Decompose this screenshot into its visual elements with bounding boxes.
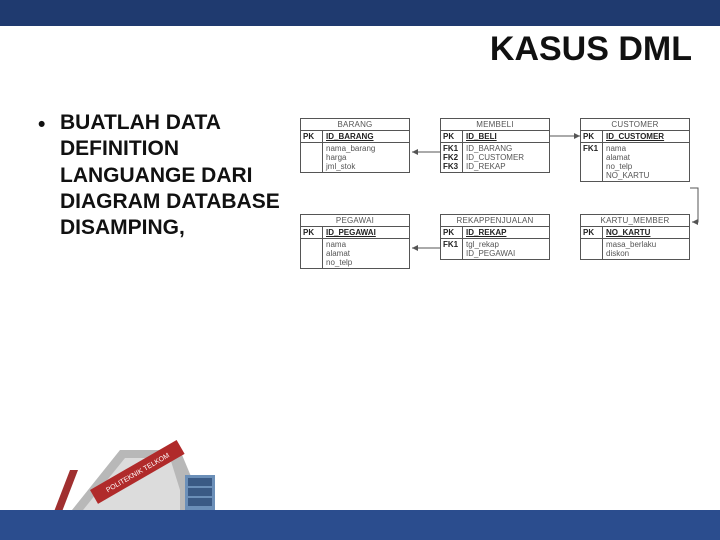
erd-pk-row: PKID_BELI: [441, 131, 549, 143]
arrowhead-icon: [692, 219, 698, 225]
erd-table-customer: CUSTOMERPKID_CUSTOMER FK1nama alamat no_…: [580, 118, 690, 182]
bullet-text: BUATLAH DATA DEFINITION LANGUANGE DARI D…: [60, 111, 280, 239]
erd-attr-row: nama alamat no_telp: [301, 239, 409, 268]
erd-pk-row: PKID_PEGAWAI: [301, 227, 409, 239]
erd-pk-field: ID_BARANG: [323, 131, 409, 142]
erd-attr-row: FK1 FK2 FK3ID_BARANG ID_CUSTOMER ID_REKA…: [441, 143, 549, 172]
erd-attr-field: masa_berlaku diskon: [603, 239, 689, 259]
erd-attr-row: FK1nama alamat no_telp NO_KARTU: [581, 143, 689, 181]
erd-key-label: FK1: [581, 143, 603, 181]
top-bar: [0, 0, 720, 26]
erd-attr-field: nama_barang harga jml_stok: [323, 143, 409, 172]
erd-attr-field: tgl_rekap ID_PEGAWAI: [463, 239, 549, 259]
erd-attr-field: nama alamat no_telp: [323, 239, 409, 268]
erd-key-label: [301, 143, 323, 172]
erd-pk-row: PKID_CUSTOMER: [581, 131, 689, 143]
bullet-dot-icon: •: [38, 112, 45, 138]
page-title: KASUS DML: [490, 30, 692, 69]
erd-edge: [690, 188, 698, 222]
erd-key-label: FK1 FK2 FK3: [441, 143, 463, 172]
erd-pk-field: ID_REKAP: [463, 227, 549, 238]
erd-table-rekap: REKAPPENJUALANPKID_REKAP FK1tgl_rekap ID…: [440, 214, 550, 260]
erd-attr-row: masa_berlaku diskon: [581, 239, 689, 259]
erd-table-header: REKAPPENJUALAN: [441, 215, 549, 227]
arrowhead-icon: [412, 245, 418, 251]
erd-key-label: [301, 239, 323, 268]
erd-table-header: MEMBELI: [441, 119, 549, 131]
erd-table-pegawai: PEGAWAIPKID_PEGAWAInama alamat no_telp: [300, 214, 410, 269]
arrowhead-icon: [412, 149, 418, 155]
erd-key-label: [581, 239, 603, 259]
bottom-bar: [0, 510, 720, 540]
erd-table-header: KARTU_MEMBER: [581, 215, 689, 227]
erd-pk-row: PKNO_KARTU: [581, 227, 689, 239]
erd-pk-row: PKID_BARANG: [301, 131, 409, 143]
erd-pk-row: PKID_REKAP: [441, 227, 549, 239]
erd-key-label: PK: [301, 131, 323, 142]
erd-key-label: PK: [581, 131, 603, 142]
erd-pk-field: ID_PEGAWAI: [323, 227, 409, 238]
erd-key-label: PK: [301, 227, 323, 238]
erd-table-membeli: MEMBELIPKID_BELIFK1 FK2 FK3ID_BARANG ID_…: [440, 118, 550, 173]
erd-table-header: BARANG: [301, 119, 409, 131]
erd-attr-field: nama alamat no_telp NO_KARTU: [603, 143, 689, 181]
erd-key-label: PK: [441, 131, 463, 142]
erd-pk-field: ID_BELI: [463, 131, 549, 142]
bullet-text-block: • BUATLAH DATA DEFINITION LANGUANGE DARI…: [60, 110, 280, 241]
erd-table-kartu: KARTU_MEMBERPKNO_KARTUmasa_berlaku disko…: [580, 214, 690, 260]
erd-key-label: PK: [581, 227, 603, 238]
erd-table-header: CUSTOMER: [581, 119, 689, 131]
erd-table-barang: BARANGPKID_BARANGnama_barang harga jml_s…: [300, 118, 410, 173]
erd-pk-field: ID_CUSTOMER: [603, 131, 689, 142]
erd-diagram: BARANGPKID_BARANGnama_barang harga jml_s…: [300, 118, 700, 338]
erd-pk-field: NO_KARTU: [603, 227, 689, 238]
erd-attr-row: nama_barang harga jml_stok: [301, 143, 409, 172]
erd-key-label: PK: [441, 227, 463, 238]
erd-attr-field: ID_BARANG ID_CUSTOMER ID_REKAP: [463, 143, 549, 172]
erd-table-header: PEGAWAI: [301, 215, 409, 227]
erd-attr-row: FK1tgl_rekap ID_PEGAWAI: [441, 239, 549, 259]
erd-key-label: FK1: [441, 239, 463, 259]
